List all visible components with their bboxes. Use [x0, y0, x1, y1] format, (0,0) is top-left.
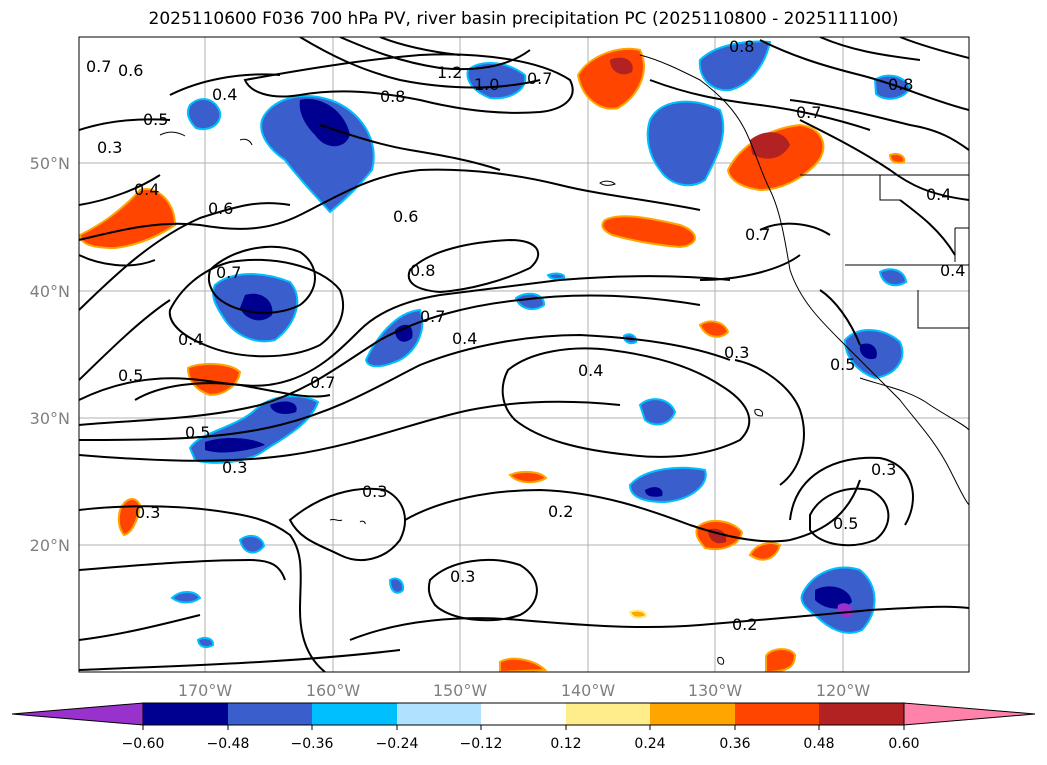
contour-label: 0.8: [380, 87, 405, 106]
colorbar-tick-label: 0.24: [634, 736, 665, 752]
lon-label: 130°W: [688, 681, 743, 700]
contour-label: 0.7: [745, 225, 770, 244]
contour-labels: 0.7 0.6 0.4 0.5 0.3 1.2 1.0 0.7 0.8 0.8 …: [86, 37, 965, 634]
contour-label: 0.6: [118, 61, 143, 80]
contour-label: 0.3: [97, 138, 122, 157]
colorbar-tick-label: 0.36: [719, 736, 750, 752]
contour-label: 0.3: [222, 458, 247, 477]
contour-label: 0.4: [134, 180, 159, 199]
colorbar-tick-label: 0.48: [803, 736, 834, 752]
colorbar-segment: [819, 703, 904, 725]
contour-label: 0.2: [548, 502, 573, 521]
map-title: 2025110600 F036 700 hPa PV, river basin …: [148, 9, 899, 29]
contour-label: 0.5: [833, 514, 858, 533]
contour-label: 0.6: [393, 207, 418, 226]
longitude-labels: 170°W 160°W 150°W 140°W 130°W 120°W: [178, 681, 871, 700]
colorbar-segment: [143, 703, 228, 725]
contour-label: 0.7: [796, 103, 821, 122]
contour-label: 0.7: [86, 57, 111, 76]
lon-label: 140°W: [561, 681, 616, 700]
colorbar-segment: [566, 703, 650, 725]
lat-label: 40°N: [30, 282, 70, 301]
contour-label: 0.3: [871, 460, 896, 479]
contour-label: 0.5: [185, 423, 210, 442]
colorbar-tick-label: 0.12: [550, 736, 581, 752]
lat-label: 50°N: [30, 154, 70, 173]
colorbar-segment: [735, 703, 819, 725]
contour-label: 0.5: [118, 366, 143, 385]
lon-label: 170°W: [178, 681, 233, 700]
contour-label: 0.7: [216, 263, 241, 282]
colorbar: −0.60 −0.48 −0.36 −0.24 −0.12 0.12 0.24 …: [11, 702, 1036, 752]
contour-label: 0.5: [830, 355, 855, 374]
colorbar-tick-label: −0.48: [207, 736, 250, 752]
colorbar-segment: [312, 703, 397, 725]
contour-label: 0.8: [729, 37, 754, 56]
contour-label: 0.4: [212, 85, 237, 104]
lon-label: 160°W: [306, 681, 361, 700]
lat-label: 20°N: [30, 536, 70, 555]
contour-label: 0.4: [452, 329, 477, 348]
colorbar-tick-label: −0.24: [376, 736, 419, 752]
latitude-labels: 50°N 40°N 30°N 20°N: [30, 154, 70, 555]
lon-label: 120°W: [816, 681, 871, 700]
contour-label: 0.7: [527, 69, 552, 88]
colorbar-frame: [142, 702, 905, 726]
contour-label: 0.3: [450, 567, 475, 586]
coastlines: [159, 54, 969, 665]
colorbar-tick-label: −0.36: [291, 736, 334, 752]
colorbar-segment: [228, 703, 312, 725]
contour-label: 0.3: [362, 482, 387, 501]
contour-label: 0.7: [310, 373, 335, 392]
contour-label: 0.6: [208, 199, 233, 218]
contour-label: 0.3: [135, 503, 160, 522]
contour-label: 0.2: [732, 615, 757, 634]
colorbar-tick-label: 0.60: [888, 736, 919, 752]
colorbar-tick-label: −0.12: [460, 736, 503, 752]
contour-label: 0.3: [724, 343, 749, 362]
colorbar-segment: [397, 703, 481, 725]
contour-label: 0.8: [410, 261, 435, 280]
contour-label: 0.7: [420, 307, 445, 326]
lat-label: 30°N: [30, 409, 70, 428]
contour-label: 0.8: [888, 75, 913, 94]
contour-label: 0.5: [143, 110, 168, 129]
map-content: 0.7 0.6 0.4 0.5 0.3 1.2 1.0 0.7 0.8 0.8 …: [79, 37, 969, 672]
contour-label: 1.2: [437, 63, 462, 82]
contour-label: 0.4: [926, 185, 951, 204]
colorbar-tick-label: −0.60: [122, 736, 165, 752]
lon-label: 150°W: [433, 681, 488, 700]
negative-precip-areas: [170, 40, 912, 649]
colorbar-extend-min: [11, 702, 144, 726]
contour-label: 1.0: [474, 75, 499, 94]
colorbar-segment: [481, 703, 566, 725]
contour-label: 0.4: [178, 330, 203, 349]
contour-label: 0.4: [578, 361, 603, 380]
pv-contours: [79, 37, 969, 672]
colorbar-segment: [650, 703, 735, 725]
contour-label: 0.4: [940, 261, 965, 280]
map-frame: [78, 36, 970, 673]
colorbar-extend-max: [903, 702, 1036, 726]
